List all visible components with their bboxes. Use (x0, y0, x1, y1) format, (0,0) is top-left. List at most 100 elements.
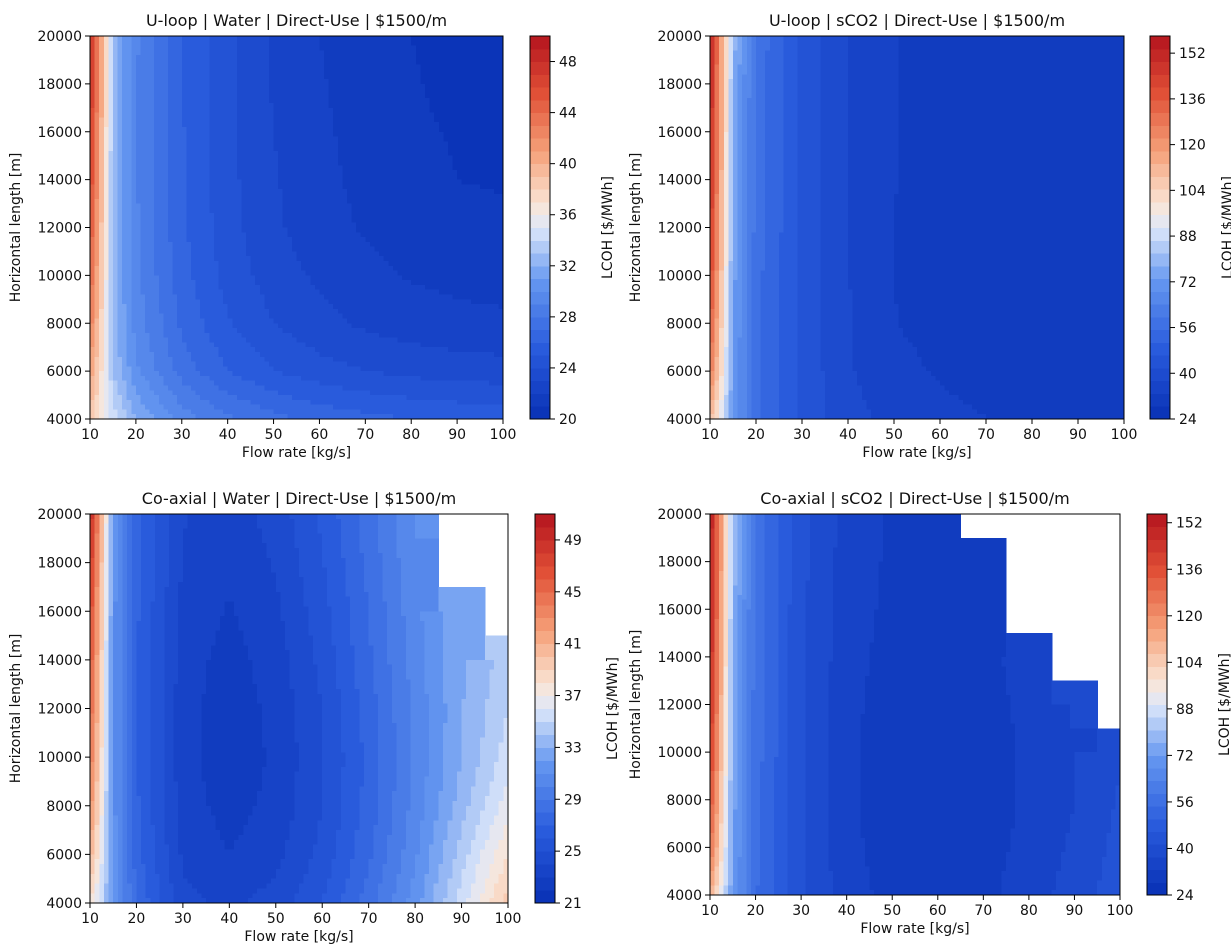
heatmap-cell (397, 265, 403, 272)
heatmap-cell (158, 213, 165, 219)
heatmap-cell (131, 232, 137, 238)
heatmap-cell (259, 146, 265, 152)
heatmap-cell (131, 174, 137, 181)
heatmap-cell (480, 107, 486, 114)
heatmap-cell (392, 107, 399, 114)
heatmap-cell (255, 208, 261, 214)
heatmap-cell (356, 198, 362, 205)
heatmap-cell (232, 165, 238, 171)
heatmap-cell (140, 179, 146, 186)
heatmap-cell (213, 83, 220, 90)
heatmap-cell (195, 299, 201, 305)
heatmap-cell (351, 227, 357, 233)
heatmap-cell (200, 256, 206, 262)
heatmap-cell (213, 155, 220, 162)
heatmap-cell (90, 131, 96, 138)
heatmap-cell (140, 261, 146, 267)
heatmap-cell (227, 93, 233, 99)
heatmap-cell (351, 193, 357, 200)
heatmap-cell (480, 227, 486, 233)
heatmap-cell (305, 160, 311, 166)
heatmap-cell (126, 241, 132, 248)
heatmap-cell (484, 222, 490, 229)
heatmap-cell (424, 213, 431, 219)
heatmap-cell (282, 222, 288, 229)
heatmap-cell (241, 64, 247, 71)
heatmap-cell (493, 141, 500, 147)
heatmap-cell (489, 155, 495, 162)
heatmap-cell (346, 213, 353, 219)
heatmap-cell (227, 217, 233, 224)
heatmap-cell (480, 208, 486, 214)
heatmap-cell (250, 265, 256, 272)
heatmap-cell (145, 241, 151, 248)
heatmap-cell (213, 213, 220, 219)
heatmap-cell (209, 150, 215, 157)
heatmap-cell (172, 198, 178, 205)
heatmap-cell (264, 59, 270, 66)
heatmap-cell (461, 50, 467, 56)
heatmap-cell (406, 146, 412, 152)
heatmap-cell (461, 227, 467, 233)
heatmap-cell (356, 122, 362, 128)
heatmap-cell (195, 88, 201, 95)
heatmap-cell (168, 126, 174, 133)
heatmap-cell (195, 217, 201, 224)
heatmap-cell (186, 232, 192, 238)
heatmap-cell (406, 165, 412, 171)
heatmap-cell (108, 117, 114, 123)
heatmap-cell (296, 241, 302, 248)
heatmap-cell (204, 131, 210, 138)
heatmap-cell (259, 126, 265, 133)
heatmap-cell (94, 155, 100, 162)
heatmap-cell (163, 275, 169, 281)
heatmap-cell (246, 189, 252, 195)
heatmap-cell (319, 222, 325, 229)
heatmap-cell (287, 189, 293, 195)
heatmap-cell (94, 289, 100, 296)
heatmap-cell (209, 213, 215, 219)
heatmap-cell (291, 189, 298, 195)
heatmap-cell (374, 122, 380, 128)
heatmap-cell (250, 275, 256, 281)
heatmap-cell (135, 155, 142, 162)
heatmap-cell (227, 141, 233, 147)
heatmap-cell (484, 289, 490, 296)
heatmap-cell (145, 36, 151, 42)
heatmap-cell (388, 150, 394, 157)
heatmap-cell (154, 256, 160, 262)
heatmap-cell (305, 189, 311, 195)
heatmap-cell (268, 160, 275, 166)
heatmap-cell (200, 227, 206, 233)
heatmap-cell (154, 88, 160, 95)
heatmap-cell (117, 88, 123, 95)
heatmap-cell (296, 74, 302, 80)
heatmap-cell (291, 131, 298, 138)
heatmap-cell (397, 36, 403, 42)
heatmap-cell (319, 246, 325, 253)
heatmap-cell (301, 261, 307, 267)
heatmap-cell (360, 294, 366, 300)
heatmap-cell (181, 261, 187, 267)
heatmap-cell (337, 93, 343, 99)
heatmap-cell (466, 251, 472, 257)
heatmap-cell (314, 122, 321, 128)
heatmap-cell (291, 45, 298, 51)
heatmap-cell (402, 294, 408, 300)
heatmap-cell (140, 98, 146, 104)
heatmap-cell (163, 36, 169, 42)
heatmap-cell (250, 98, 256, 104)
heatmap-cell (406, 160, 412, 166)
heatmap-cell (461, 88, 467, 95)
heatmap-cell (218, 246, 224, 253)
heatmap-cell (158, 40, 165, 47)
heatmap-cell (99, 93, 105, 99)
heatmap-cell (195, 45, 201, 51)
heatmap-cell (90, 64, 96, 71)
heatmap-cell (172, 270, 178, 276)
heatmap-cell (122, 50, 128, 56)
heatmap-cell (356, 270, 362, 276)
heatmap-cell (268, 241, 275, 248)
heatmap-cell (475, 74, 481, 80)
heatmap-cell (278, 79, 284, 85)
